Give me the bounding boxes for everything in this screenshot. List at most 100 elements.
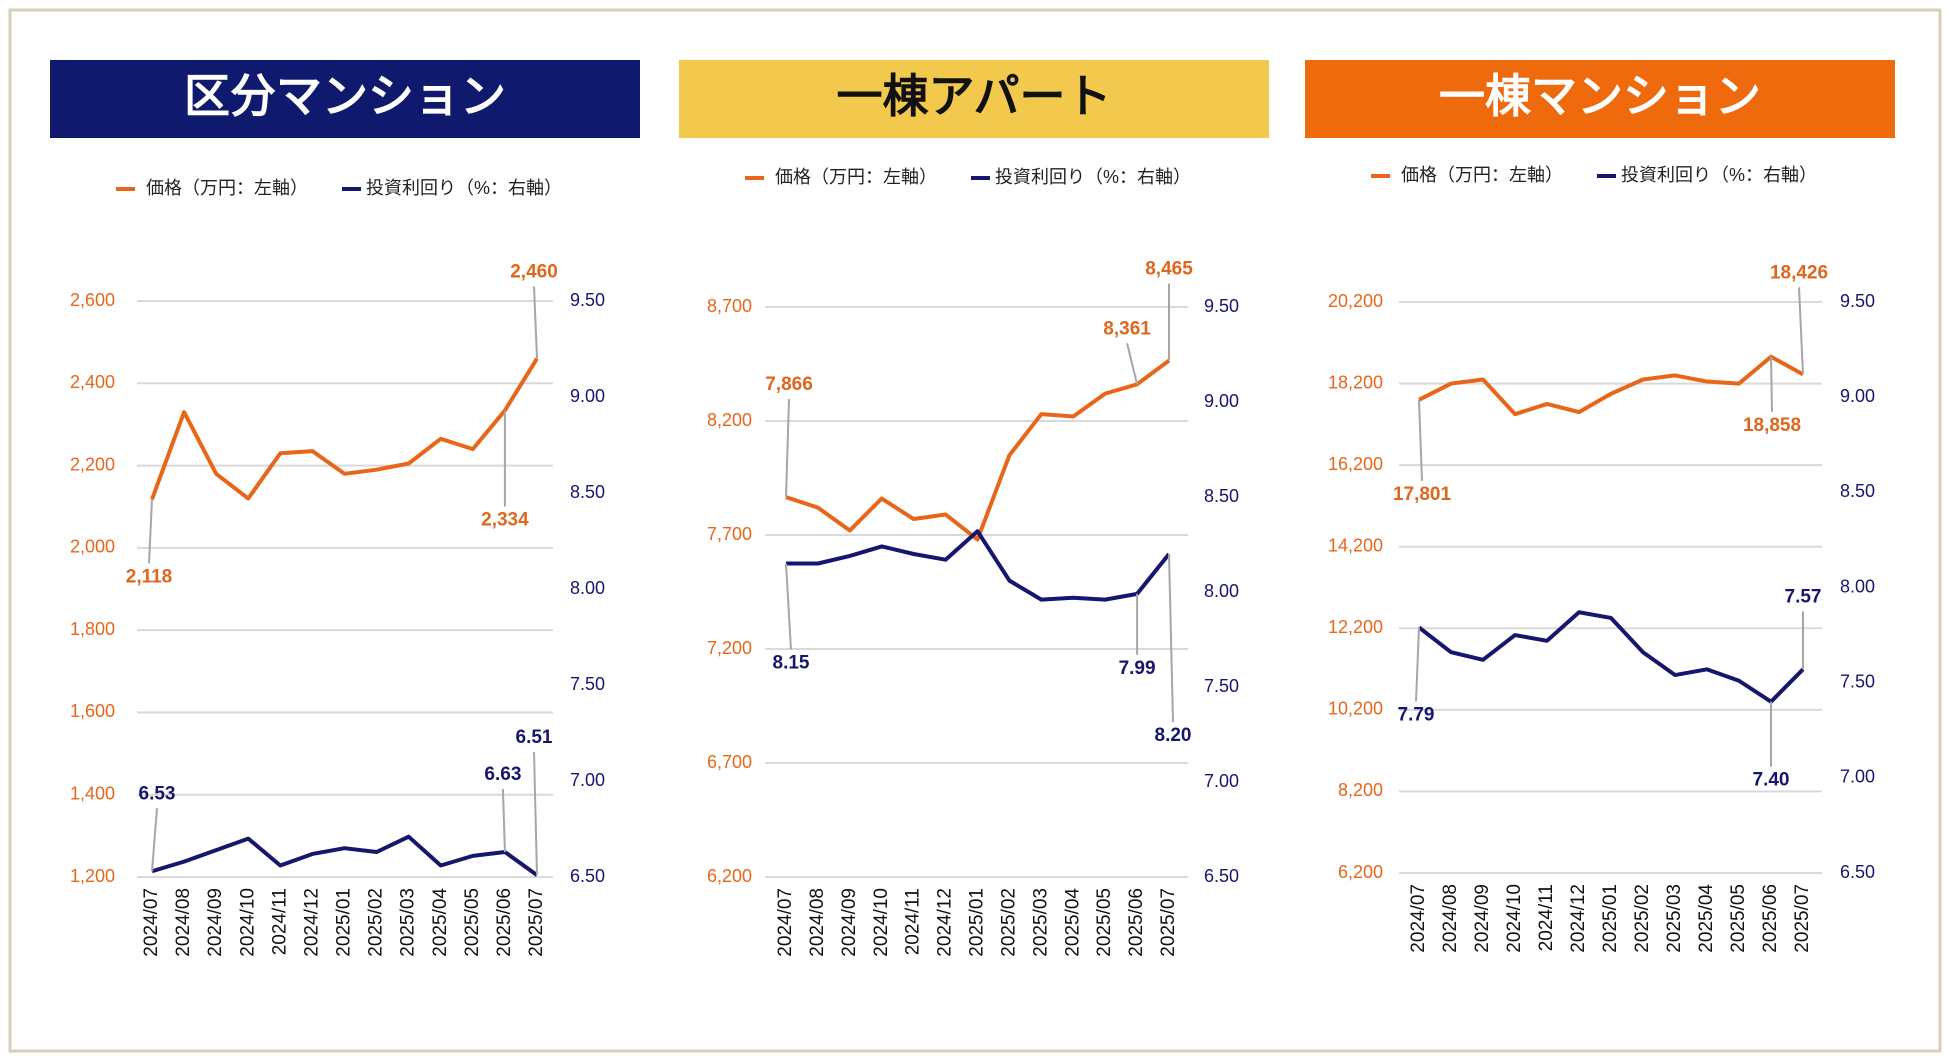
leader-line xyxy=(533,752,538,876)
y-tick-label: 14,200 xyxy=(1328,535,1383,555)
x-tick-label: 2024/09 xyxy=(1472,884,1493,953)
x-tick-label: 2025/07 xyxy=(1792,884,1813,953)
y2-tick-label: 8.50 xyxy=(570,482,605,502)
y2-tick-label: 9.00 xyxy=(1840,386,1875,406)
x-tick-label: 2024/11 xyxy=(903,888,924,955)
x-tick-label: 2024/08 xyxy=(807,888,828,957)
leader-line xyxy=(1168,553,1174,723)
leader-line xyxy=(1415,627,1420,702)
data-label: 6.53 xyxy=(139,783,176,804)
y-tick-label: 7,700 xyxy=(707,524,752,544)
x-tick-label: 2025/01 xyxy=(1600,884,1621,953)
y-tick-label: 8,700 xyxy=(707,296,752,316)
x-tick-label: 2025/02 xyxy=(998,888,1019,957)
x-tick-label: 2025/06 xyxy=(494,888,515,957)
x-tick-label: 2025/02 xyxy=(1632,884,1653,953)
y2-tick-label: 6.50 xyxy=(1840,862,1875,882)
data-label: 7,866 xyxy=(765,374,813,395)
legend-label: 投資利回り（%：右軸） xyxy=(366,178,562,198)
y2-tick-label: 7.00 xyxy=(1840,767,1875,787)
y-tick-label: 8,200 xyxy=(1338,780,1383,800)
y-tick-label: 2,600 xyxy=(70,290,115,310)
x-tick-label: 2025/03 xyxy=(1664,884,1685,953)
data-label: 18,858 xyxy=(1743,415,1801,436)
series-line xyxy=(150,357,539,501)
x-tick-label: 2025/04 xyxy=(430,888,451,957)
data-label: 8.15 xyxy=(773,653,810,674)
y2-tick-label: 9.00 xyxy=(1204,391,1239,411)
data-label: 7.40 xyxy=(1753,770,1790,791)
y-tick-label: 2,000 xyxy=(70,537,115,557)
y-tick-label: 18,200 xyxy=(1328,372,1383,392)
y-tick-label: 1,400 xyxy=(70,783,115,803)
leader-line xyxy=(1126,343,1139,385)
y-tick-label: 6,200 xyxy=(707,866,752,886)
y-tick-label: 7,200 xyxy=(707,638,752,658)
x-tick-label: 2025/04 xyxy=(1696,884,1717,953)
x-tick-label: 2025/05 xyxy=(462,888,483,957)
x-tick-label: 2024/07 xyxy=(1408,884,1429,953)
legend-label: 価格（万円：左軸） xyxy=(146,178,308,198)
y2-tick-label: 9.50 xyxy=(1840,291,1875,311)
series-line xyxy=(786,529,1171,602)
y2-tick-label: 6.50 xyxy=(570,866,605,886)
x-tick-label: 2024/11 xyxy=(269,888,290,955)
x-tick-label: 2024/11 xyxy=(1536,884,1557,951)
x-tick-label: 2025/03 xyxy=(1030,888,1051,957)
y2-tick-label: 7.00 xyxy=(570,770,605,790)
x-tick-label: 2024/12 xyxy=(301,888,322,957)
y-tick-label: 2,400 xyxy=(70,372,115,392)
y-tick-label: 20,200 xyxy=(1328,291,1383,311)
x-tick-label: 2025/06 xyxy=(1760,884,1781,953)
series-line xyxy=(785,358,1171,542)
x-tick-label: 2025/05 xyxy=(1728,884,1749,953)
y2-tick-label: 7.50 xyxy=(1204,676,1239,696)
leader-line xyxy=(1798,287,1804,375)
data-label: 8,361 xyxy=(1103,318,1151,339)
title-banner xyxy=(1305,60,1895,138)
data-label: 7.99 xyxy=(1119,658,1156,679)
title-banner xyxy=(679,60,1269,138)
x-tick-label: 2024/10 xyxy=(871,888,892,957)
x-tick-label: 2024/10 xyxy=(1504,884,1525,953)
y2-tick-label: 6.50 xyxy=(1204,866,1239,886)
chart-panel: 一棟マンション 6,200 8,200 10,200 12,200 14,200 16,20… xyxy=(1305,60,1895,953)
y-tick-label: 6,200 xyxy=(1338,862,1383,882)
leader-line xyxy=(785,563,792,650)
chart-title: 一棟マンション xyxy=(1439,70,1761,122)
chart-title: 一棟アパート xyxy=(836,70,1111,122)
data-label: 8,465 xyxy=(1145,259,1193,280)
leader-line xyxy=(501,789,506,853)
x-tick-label: 2025/06 xyxy=(1126,888,1147,957)
chart-panel: 一棟アパート 6,200 6,700 7,200 7,700 8,200 8,700 6.50… xyxy=(679,60,1269,957)
y2-tick-label: 8.50 xyxy=(1204,486,1239,506)
chart-title: 区分マンション xyxy=(184,70,506,122)
legend-label: 価格（万円：左軸） xyxy=(775,167,937,187)
y2-tick-label: 7.50 xyxy=(570,674,605,694)
x-tick-label: 2024/12 xyxy=(1568,884,1589,953)
data-label: 6.51 xyxy=(516,727,553,748)
y-tick-label: 12,200 xyxy=(1328,617,1383,637)
y-tick-label: 6,700 xyxy=(707,752,752,772)
leader-line xyxy=(533,286,538,359)
y-tick-label: 2,200 xyxy=(70,454,115,474)
data-label: 18,426 xyxy=(1770,262,1828,283)
data-label: 7.57 xyxy=(1785,586,1822,607)
data-label: 2,118 xyxy=(126,566,173,587)
x-tick-label: 2024/08 xyxy=(1440,884,1461,953)
leader-line xyxy=(151,808,158,872)
x-tick-label: 2024/09 xyxy=(839,888,860,957)
x-tick-label: 2024/07 xyxy=(141,888,162,957)
x-tick-label: 2025/02 xyxy=(366,888,387,957)
x-tick-label: 2024/09 xyxy=(205,888,226,957)
series-line xyxy=(1417,610,1805,704)
legend-label: 価格（万円：左軸） xyxy=(1401,165,1563,185)
y-tick-label: 1,200 xyxy=(70,866,115,886)
data-label: 6.63 xyxy=(484,764,521,785)
x-tick-label: 2024/12 xyxy=(935,888,956,957)
leader-line xyxy=(1418,399,1423,481)
y2-tick-label: 8.00 xyxy=(570,578,605,598)
series-line xyxy=(1418,354,1804,417)
data-label: 17,801 xyxy=(1393,484,1452,505)
legend-label: 投資利回り（%：右軸） xyxy=(1621,165,1817,185)
